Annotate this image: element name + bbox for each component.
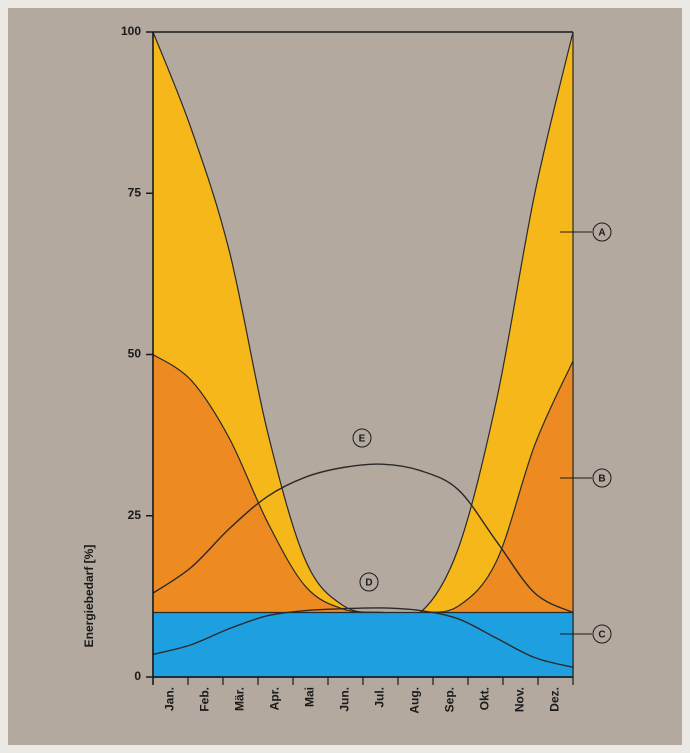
x-tick-label: Okt.	[478, 687, 492, 710]
label-circle	[359, 572, 379, 592]
y-tick-label: 25	[128, 508, 142, 522]
y-tick-label: 0	[134, 669, 141, 683]
y-tick-label: 50	[128, 347, 142, 361]
y-tick-label: 100	[121, 24, 141, 38]
label-circle	[592, 222, 612, 242]
y-axis-label: Energiebedarf [%]	[82, 545, 96, 648]
x-tick-label: Feb.	[198, 687, 212, 712]
series-label: D	[365, 578, 372, 589]
series-label: C	[598, 630, 605, 641]
label-circle	[592, 468, 612, 488]
line	[152, 463, 574, 614]
x-tick-label: Sep.	[443, 687, 457, 712]
x-tick-label: Mai	[303, 687, 317, 707]
series-label: B	[598, 474, 605, 485]
area	[152, 611, 574, 678]
x-tick-label: Jan.	[163, 687, 177, 711]
x-tick-label: Dez.	[548, 687, 562, 712]
x-tick-label: Apr.	[268, 687, 282, 710]
y-tick-label: 75	[128, 185, 142, 199]
x-tick-label: Aug.	[408, 687, 422, 714]
series-label: A	[598, 228, 605, 239]
line	[152, 607, 574, 669]
series-label: E	[359, 434, 366, 445]
label-circle	[592, 624, 612, 644]
label-circle	[352, 428, 372, 448]
x-tick-label: Nov.	[513, 687, 527, 712]
x-tick-label: Jun.	[338, 687, 352, 712]
x-tick-label: Mär.	[233, 687, 247, 711]
x-tick-label: Jul.	[373, 687, 387, 708]
